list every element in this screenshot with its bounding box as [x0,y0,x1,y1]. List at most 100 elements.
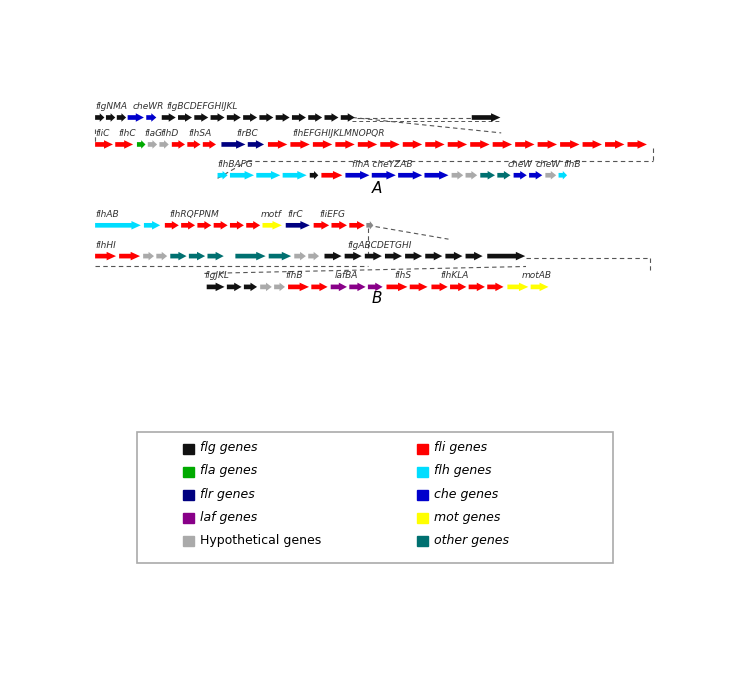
Text: fliEFG: fliEFG [320,210,346,219]
FancyArrow shape [165,221,179,230]
FancyArrow shape [381,140,400,148]
Text: mot genes: mot genes [434,511,500,524]
FancyArrow shape [178,114,192,122]
FancyArrow shape [117,114,126,122]
FancyArrow shape [452,171,463,179]
FancyArrow shape [286,221,310,230]
FancyArrow shape [425,252,442,261]
FancyArrow shape [350,221,365,230]
FancyArrow shape [288,282,309,291]
FancyArrow shape [259,114,273,122]
Text: flgJKL: flgJKL [205,272,229,280]
Bar [417,444,428,453]
FancyArrow shape [197,221,211,230]
FancyArrow shape [227,114,241,122]
FancyArrow shape [181,221,195,230]
Text: cheW: cheW [536,159,561,169]
Text: laf genes: laf genes [199,511,257,524]
FancyArrow shape [344,252,361,261]
Text: flh genes: flh genes [434,464,491,477]
FancyArrow shape [322,171,342,179]
Bar [183,536,194,546]
FancyArrow shape [336,140,355,148]
Text: lafBA: lafBA [335,272,358,280]
FancyArrow shape [498,171,511,179]
FancyArrow shape [236,252,266,261]
Bar [183,444,194,453]
Text: flhA cheYZAB: flhA cheYZAB [353,159,413,169]
FancyArrow shape [330,282,347,291]
FancyArrow shape [213,221,227,230]
FancyArrow shape [227,282,241,291]
FancyArrow shape [325,252,342,261]
FancyArrow shape [507,282,528,291]
FancyArrow shape [116,140,133,148]
FancyArrow shape [194,114,208,122]
FancyArrow shape [260,282,272,291]
FancyArrow shape [367,221,373,230]
FancyArrow shape [341,114,355,122]
FancyArrow shape [230,221,244,230]
Text: flhC: flhC [118,129,136,138]
Text: che genes: che genes [434,488,498,501]
FancyArrow shape [268,140,287,148]
FancyArrow shape [243,114,257,122]
Text: cheW: cheW [507,159,533,169]
FancyArrow shape [210,114,224,122]
FancyArrow shape [248,140,264,148]
Text: flhD: flhD [160,129,178,138]
Text: flhB: flhB [286,272,303,280]
FancyArrow shape [386,282,408,291]
FancyArrow shape [203,140,216,148]
FancyArrow shape [106,114,116,122]
FancyArrow shape [385,252,402,261]
FancyArrow shape [469,282,485,291]
FancyArrow shape [515,140,534,148]
FancyArrow shape [331,221,347,230]
FancyArrow shape [144,221,160,230]
FancyArrow shape [425,140,445,148]
Text: fli genes: fli genes [434,441,487,454]
FancyArrow shape [156,252,167,261]
FancyArrow shape [276,114,290,122]
FancyArrow shape [208,252,224,261]
FancyArrow shape [218,171,227,179]
FancyArrow shape [365,252,382,261]
Bar [183,466,194,477]
FancyArrow shape [170,252,186,261]
Text: flhB: flhB [563,159,581,169]
Bar [183,513,194,523]
FancyArrow shape [545,171,556,179]
FancyArrow shape [143,252,154,261]
FancyArrow shape [283,171,307,179]
FancyArrow shape [447,140,467,148]
FancyArrow shape [514,171,527,179]
FancyArrow shape [350,282,366,291]
FancyArrow shape [310,171,318,179]
FancyArrow shape [529,171,542,179]
FancyArrow shape [95,252,116,261]
FancyArrow shape [481,171,495,179]
FancyArrow shape [466,252,483,261]
Text: flg genes: flg genes [199,441,257,454]
Text: flhS: flhS [394,272,411,280]
FancyArrow shape [127,114,144,122]
FancyArrow shape [291,140,310,148]
FancyArrow shape [410,282,428,291]
Text: other genes: other genes [434,534,509,547]
FancyArrow shape [605,140,624,148]
FancyArrow shape [230,171,254,179]
FancyArrow shape [487,282,503,291]
FancyArrow shape [425,171,448,179]
FancyArrow shape [372,171,396,179]
FancyArrow shape [470,140,489,148]
FancyArrow shape [313,140,332,148]
Text: motf: motf [261,210,282,219]
FancyArrow shape [431,282,447,291]
FancyArrow shape [207,282,224,291]
FancyArrow shape [492,140,512,148]
Text: flhAB: flhAB [95,210,118,219]
FancyArrow shape [119,252,140,261]
FancyArrow shape [146,114,156,122]
FancyArrow shape [269,252,291,261]
